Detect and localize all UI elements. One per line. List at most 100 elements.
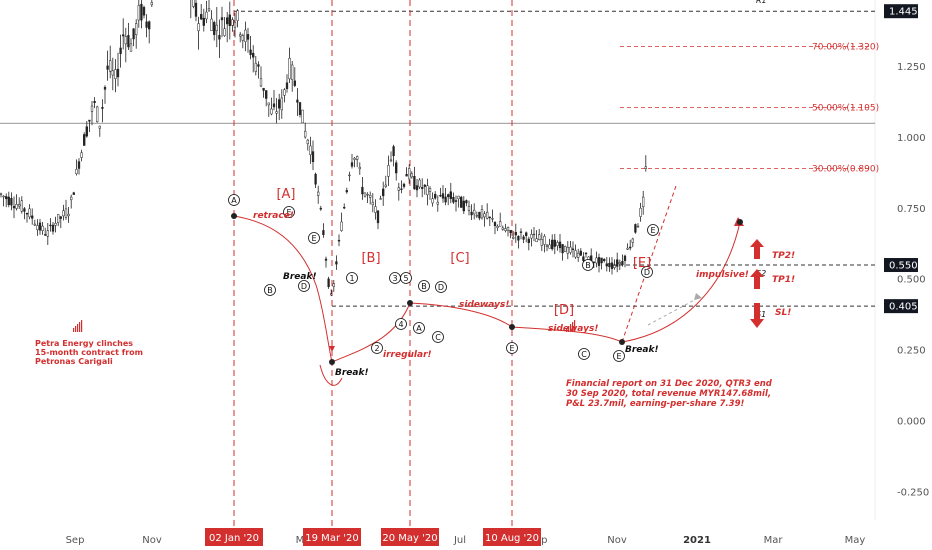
candle-body <box>67 213 70 217</box>
candle-body <box>480 209 484 219</box>
candle-body <box>345 190 348 193</box>
price-label-text: 1.445 <box>889 7 918 18</box>
candle-body <box>80 152 83 158</box>
target-tp2: TP2! <box>772 251 795 261</box>
wave-text: 4 <box>398 320 403 329</box>
candle-body <box>410 173 413 178</box>
y-tick-label: 1.500 <box>897 0 926 2</box>
bracket-label: [D] <box>554 303 574 318</box>
candle-body <box>402 183 406 187</box>
candle-body <box>288 57 291 80</box>
candle-body <box>145 21 148 28</box>
date-marker-lines <box>233 0 513 528</box>
candle-body <box>335 261 338 265</box>
tp2-arrow <box>750 239 764 259</box>
candle-body <box>114 69 117 79</box>
candle-body <box>639 207 642 217</box>
level-name: S2 <box>756 269 766 278</box>
candle-body <box>350 162 354 167</box>
candle-body <box>36 225 39 231</box>
candle-body <box>20 200 23 212</box>
candle-body <box>343 207 346 209</box>
tp1-arrow <box>750 269 764 289</box>
candle-body <box>452 197 455 203</box>
candle-body <box>558 241 562 249</box>
candle-body <box>298 102 302 115</box>
date-marker-label: 10 Aug '20 <box>485 533 539 544</box>
wave-label-w1: 1 <box>346 272 358 284</box>
candle-body <box>556 242 559 246</box>
candle-body <box>332 283 335 287</box>
candle-body <box>49 224 52 227</box>
candle-body <box>18 204 21 207</box>
candle-body <box>122 34 125 37</box>
y-tick-label: 0.000 <box>897 417 926 428</box>
financial-annotation-line: Financial report on 31 Dec 2020, QTR3 en… <box>566 379 773 389</box>
y-tick-label: 0.250 <box>897 346 926 357</box>
drawings <box>73 185 764 386</box>
candle-body <box>356 156 359 160</box>
candle-body <box>62 210 65 217</box>
candle-body <box>491 218 494 220</box>
candle-body <box>423 184 426 187</box>
projection-arrow-line <box>647 296 701 326</box>
candle-body <box>366 194 369 196</box>
wave-circle <box>432 331 444 343</box>
candle-body <box>644 166 647 169</box>
curve-wave-a <box>233 215 333 363</box>
y-tick-label: 0.500 <box>897 275 926 286</box>
candle-body <box>454 200 458 202</box>
candle-body <box>119 47 122 54</box>
candle-body <box>278 99 281 109</box>
candle-body <box>577 252 580 258</box>
candle-body <box>551 239 554 250</box>
candle-body <box>337 239 341 242</box>
wave-circle <box>346 272 358 284</box>
candle-body <box>538 234 541 241</box>
volume-marker <box>568 326 570 332</box>
candle-body <box>415 185 419 191</box>
annotation-impulsive: impulsive! <box>696 270 749 280</box>
candle-body <box>129 43 133 52</box>
time-axis: SepNovMarJulSepNov2021MarMay02 Jan '2019… <box>66 528 865 546</box>
candle-body <box>28 208 31 218</box>
candle-body <box>426 185 429 196</box>
annotation-break3: Break! <box>625 345 659 355</box>
candle-body <box>202 17 205 26</box>
candle-body <box>475 215 478 217</box>
financial-annotation-line: 30 Sep 2020, total revenue MYR147.68mil, <box>566 389 771 399</box>
candle-body <box>483 213 486 218</box>
candle-body <box>488 216 491 219</box>
price-axis: 2.7502.5002.2502.0001.7501.5001.2501.000… <box>874 0 929 520</box>
wave-label-E_left: E <box>283 206 295 218</box>
candle-body <box>626 247 629 250</box>
candle-body <box>608 262 611 268</box>
candle-body <box>304 130 307 138</box>
candle-body <box>564 246 567 252</box>
candle-body <box>197 23 200 32</box>
candle-body <box>150 2 153 6</box>
wave-text: C <box>581 350 587 359</box>
candle-body <box>514 232 517 236</box>
wave-text: D <box>438 283 444 292</box>
date-marker-label: 20 May '20 <box>382 533 437 544</box>
candle-body <box>605 263 608 267</box>
candle-body <box>51 224 55 232</box>
wave-text: C <box>435 333 441 342</box>
candle-body <box>616 259 619 267</box>
candle-body <box>93 100 96 103</box>
wave-label-A_low: A <box>413 322 425 334</box>
candle-body <box>246 34 250 40</box>
candle-body <box>621 261 624 266</box>
volume-marker <box>566 328 568 332</box>
fib-label: 70.00%(1.320) <box>812 43 879 53</box>
candle-body <box>270 108 273 115</box>
candle-body <box>124 36 127 45</box>
candle-body <box>148 21 151 30</box>
fib-label: 30.00%(0.890) <box>812 165 879 175</box>
candle-body <box>361 186 364 195</box>
candle-body <box>111 70 114 76</box>
wave-label-A_top: A <box>228 194 240 206</box>
fib-label: 50.00%(1.105) <box>812 104 879 114</box>
candle-body <box>358 166 361 170</box>
